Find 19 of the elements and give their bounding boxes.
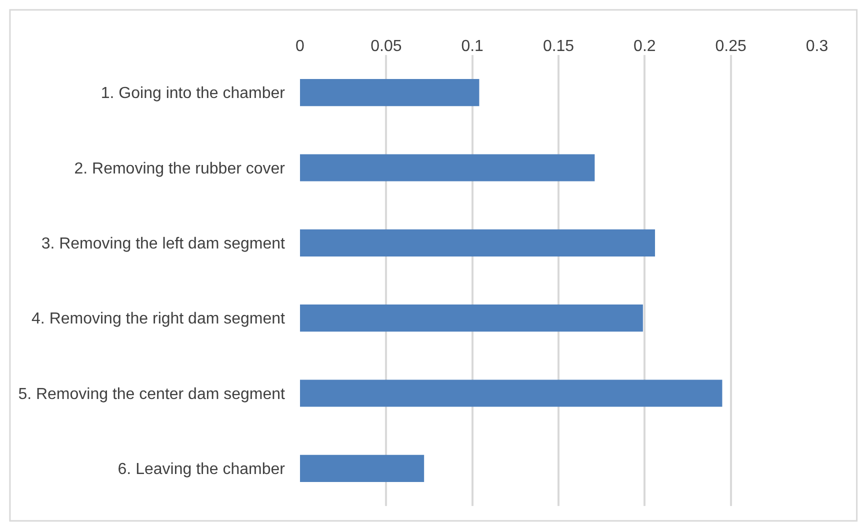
bar	[300, 454, 424, 482]
x-tick-label: 0.2	[634, 38, 656, 55]
x-tick-label: 0.1	[461, 38, 484, 55]
bar	[300, 154, 595, 182]
bar	[300, 304, 643, 332]
bar	[300, 380, 722, 407]
bar	[300, 229, 656, 256]
y-tick-label: 6. Leaving the chamber	[118, 461, 286, 478]
y-tick-label: 2. Removing the rubber cover	[74, 160, 286, 178]
y-tick-label: 3. Removing the left dam segment	[41, 236, 286, 253]
y-tick-label: 1. Going into the chamber	[100, 85, 286, 102]
bar	[300, 79, 480, 106]
y-tick-label: 4. Removing the right dam segment	[32, 310, 286, 328]
x-tick-label: 0.3	[806, 38, 828, 55]
x-tick-label: 0.15	[542, 38, 574, 55]
x-tick-label: 0	[296, 38, 305, 55]
x-tick-label: 0.05	[370, 38, 402, 55]
x-tick-label: 0.25	[715, 38, 746, 55]
y-tick-label: 5. Removing the center dam segment	[18, 386, 286, 403]
